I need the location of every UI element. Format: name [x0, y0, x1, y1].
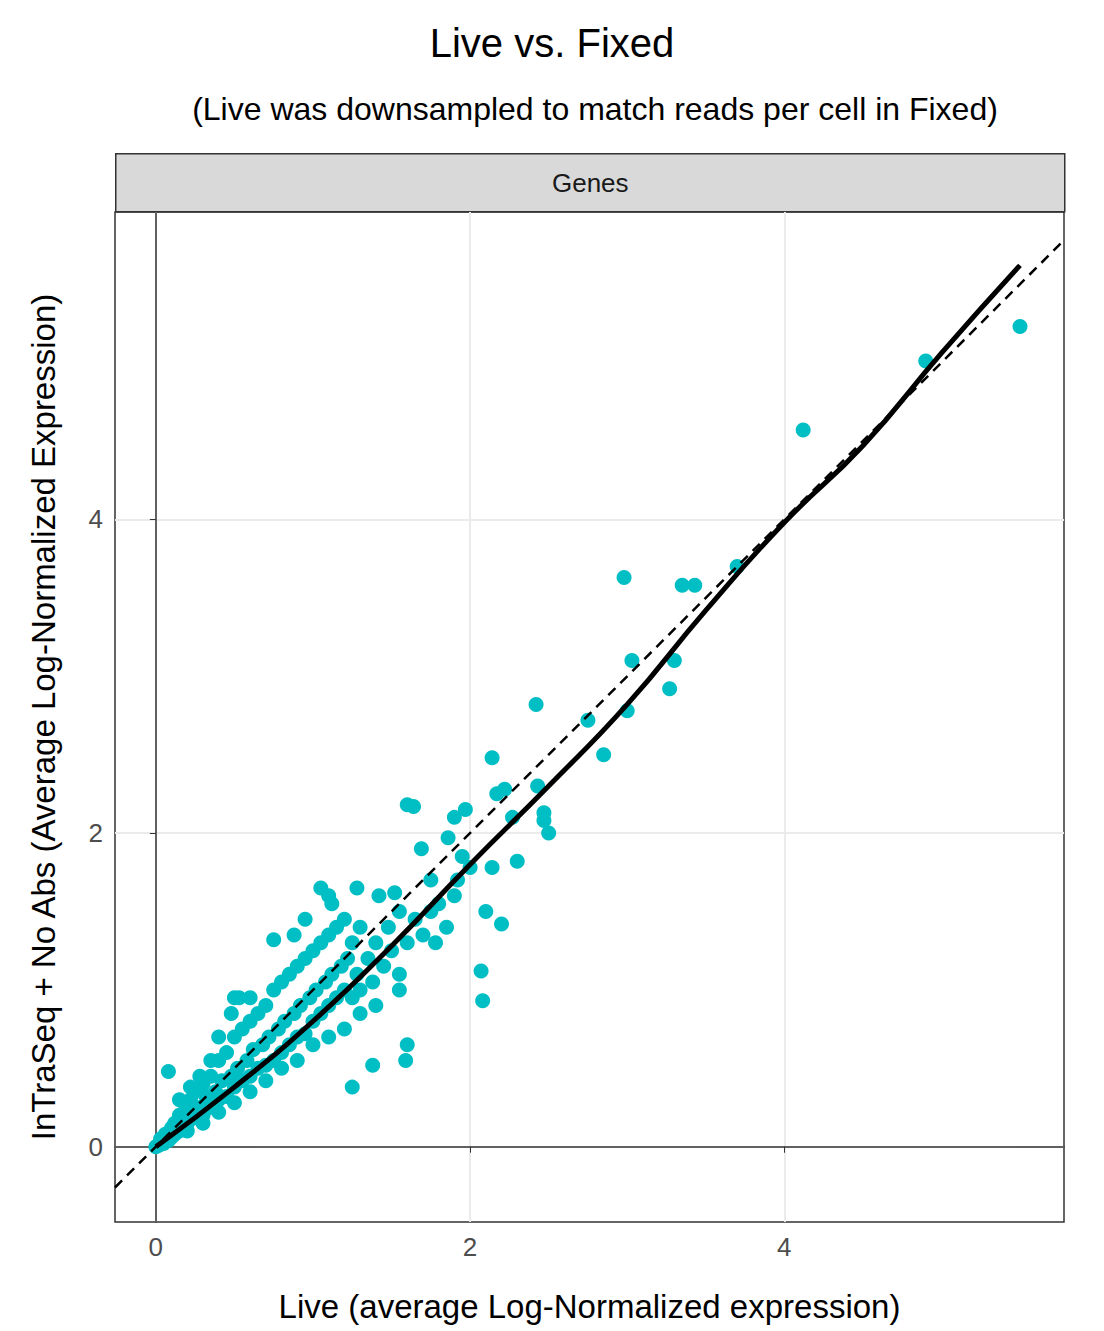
svg-text:0: 0 [149, 1232, 163, 1262]
svg-text:InTraSeq + No Abs (Average Log: InTraSeq + No Abs (Average Log-Normalize… [25, 294, 62, 1141]
svg-text:Live (average Log-Normalized e: Live (average Log-Normalized expression) [279, 1288, 901, 1325]
svg-text:(Live was downsampled to match: (Live was downsampled to match reads per… [192, 91, 998, 127]
svg-text:Live vs. Fixed: Live vs. Fixed [430, 21, 675, 65]
svg-text:4: 4 [89, 504, 103, 534]
svg-text:Genes: Genes [552, 168, 629, 198]
svg-text:2: 2 [89, 818, 103, 848]
svg-text:4: 4 [777, 1232, 791, 1262]
svg-text:2: 2 [463, 1232, 477, 1262]
svg-text:0: 0 [89, 1132, 103, 1162]
